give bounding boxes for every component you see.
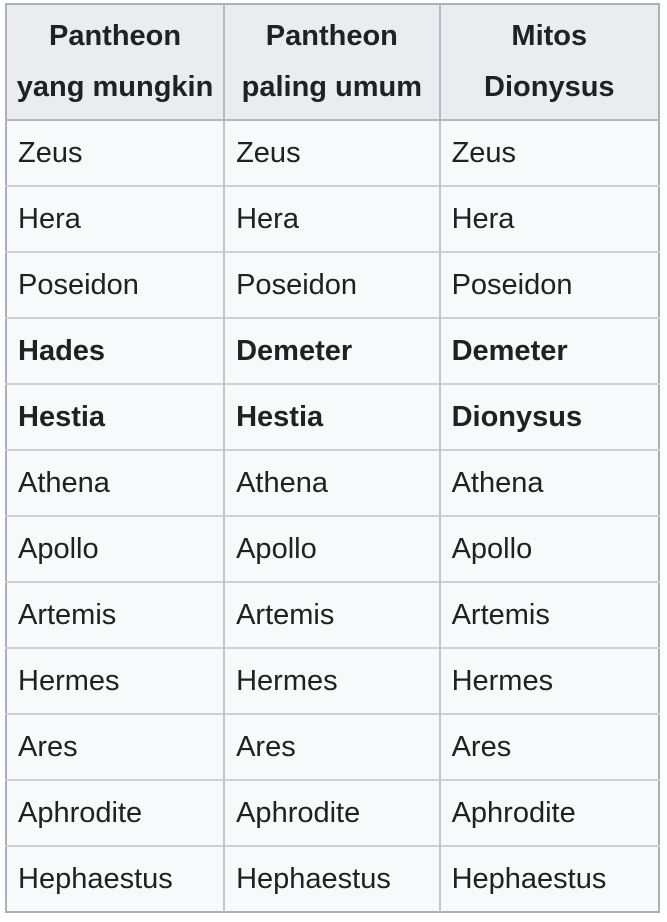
table-cell: Apollo bbox=[438, 515, 659, 582]
table-row: Hestia Hestia Dionysus bbox=[6, 383, 659, 450]
table-cell: Apollo bbox=[223, 515, 441, 582]
table-cell: Aphrodite bbox=[223, 779, 441, 846]
table-cell: Hestia bbox=[223, 383, 441, 450]
table-cell: Artemis bbox=[438, 581, 659, 648]
table-cell: Hermes bbox=[223, 647, 441, 714]
table-cell: Artemis bbox=[223, 581, 441, 648]
table-row: Zeus Zeus Zeus bbox=[6, 119, 659, 186]
table-row: Hera Hera Hera bbox=[6, 185, 659, 252]
table-row: Hermes Hermes Hermes bbox=[6, 647, 659, 714]
table-cell: Athena bbox=[438, 449, 659, 516]
table-cell: Ares bbox=[438, 713, 659, 780]
table-cell: Demeter bbox=[223, 317, 441, 384]
table-cell: Hera bbox=[6, 185, 226, 252]
table-cell: Hera bbox=[223, 185, 441, 252]
table-cell: Demeter bbox=[438, 317, 659, 384]
table-row: Artemis Artemis Artemis bbox=[6, 581, 659, 648]
table-cell: Hephaestus bbox=[438, 845, 659, 912]
table-cell: Aphrodite bbox=[438, 779, 659, 846]
table-cell: Artemis bbox=[6, 581, 226, 648]
table-cell: Poseidon bbox=[6, 251, 226, 318]
table-row: Poseidon Poseidon Poseidon bbox=[6, 251, 659, 318]
header-row: Pantheon yang mungkin Pantheon paling um… bbox=[6, 4, 659, 121]
table-row: Aphrodite Aphrodite Aphrodite bbox=[6, 779, 659, 846]
table-row: Hades Demeter Demeter bbox=[6, 317, 659, 384]
table-cell: Hephaestus bbox=[223, 845, 441, 912]
table-header: Pantheon yang mungkin Pantheon paling um… bbox=[6, 4, 659, 121]
table-cell: Hephaestus bbox=[6, 845, 226, 912]
table-cell: Athena bbox=[223, 449, 441, 516]
table-cell: Aphrodite bbox=[6, 779, 226, 846]
table-cell: Hermes bbox=[438, 647, 659, 714]
table-cell: Zeus bbox=[6, 119, 226, 186]
table-cell: Hermes bbox=[6, 647, 226, 714]
table-cell: Hestia bbox=[6, 383, 226, 450]
table-row: Hephaestus Hephaestus Hephaestus bbox=[6, 845, 659, 912]
header-cell-pantheon-paling-umum: Pantheon paling umum bbox=[223, 4, 441, 121]
table-row: Apollo Apollo Apollo bbox=[6, 515, 659, 582]
table-cell: Ares bbox=[223, 713, 441, 780]
table-cell: Poseidon bbox=[223, 251, 441, 318]
table-cell: Poseidon bbox=[438, 251, 659, 318]
table-cell: Apollo bbox=[6, 515, 226, 582]
table-row: Ares Ares Ares bbox=[6, 713, 659, 780]
table-cell: Ares bbox=[6, 713, 226, 780]
pantheon-comparison-table: Pantheon yang mungkin Pantheon paling um… bbox=[5, 3, 660, 913]
table-cell: Hades bbox=[6, 317, 226, 384]
table-cell: Dionysus bbox=[438, 383, 659, 450]
table-cell: Zeus bbox=[223, 119, 441, 186]
table-body: Zeus Zeus Zeus Hera Hera Hera Poseidon Poseidon… bbox=[6, 119, 659, 912]
table-row: Athena Athena Athena bbox=[6, 449, 659, 516]
header-cell-mitos-dionysus: Mitos Dionysus bbox=[438, 4, 659, 121]
table-cell: Zeus bbox=[438, 119, 659, 186]
table-cell: Athena bbox=[6, 449, 226, 516]
header-cell-pantheon-yang-mungkin: Pantheon yang mungkin bbox=[6, 4, 226, 121]
table-cell: Hera bbox=[438, 185, 659, 252]
